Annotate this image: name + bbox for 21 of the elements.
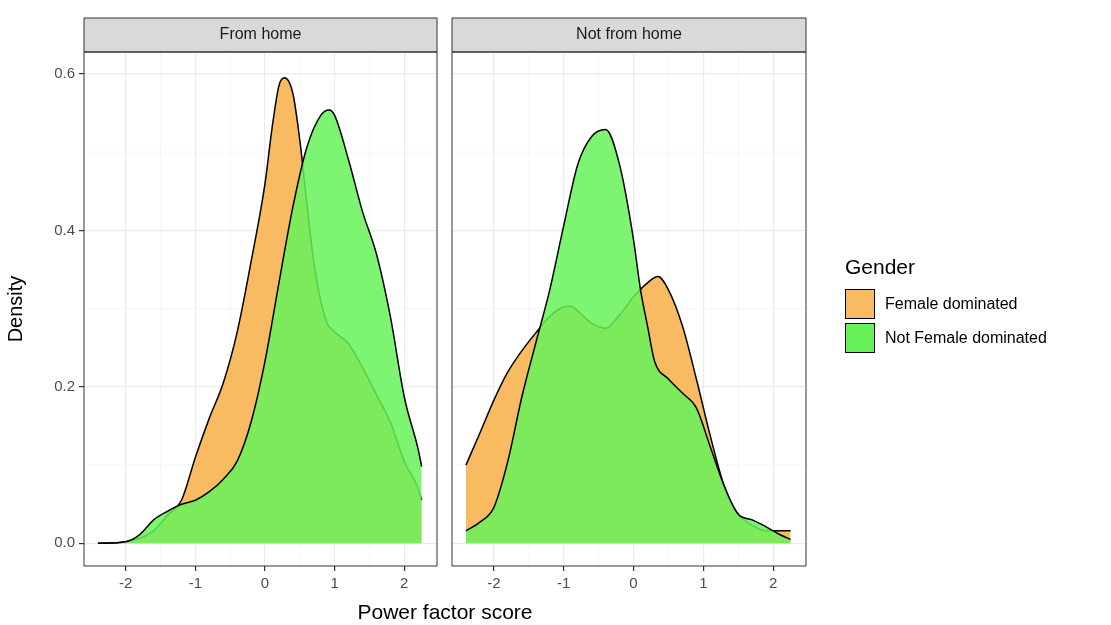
y-axis-title: Density — [3, 275, 26, 343]
x-tick-label: 2 — [769, 574, 778, 592]
x-tick-label: 0 — [260, 574, 270, 592]
x-tick-label: 0 — [629, 574, 638, 592]
y-tick-label: 0.2 — [54, 376, 75, 394]
legend-title: Gender — [845, 255, 917, 279]
x-tick-label: -2 — [119, 574, 133, 592]
legend-label: Female dominated — [885, 295, 1018, 313]
x-tick-label: -1 — [188, 574, 203, 592]
x-axis-title: Power factor score — [356, 600, 534, 624]
x-tick-label: 1 — [330, 574, 339, 592]
y-tick-label: 0.4 — [54, 220, 75, 238]
x-tick-label: -2 — [487, 574, 501, 592]
x-tick-label: -1 — [557, 574, 571, 592]
y-tick-label: 0.6 — [54, 64, 75, 82]
y-tick-label: 0.0 — [54, 533, 75, 551]
x-tick-label: 1 — [699, 574, 708, 592]
x-tick-label: 2 — [400, 574, 409, 592]
chart-title: Not from home — [576, 25, 683, 43]
chart-title: From home — [219, 25, 302, 43]
legend-label: Not Female dominated — [885, 329, 1047, 347]
